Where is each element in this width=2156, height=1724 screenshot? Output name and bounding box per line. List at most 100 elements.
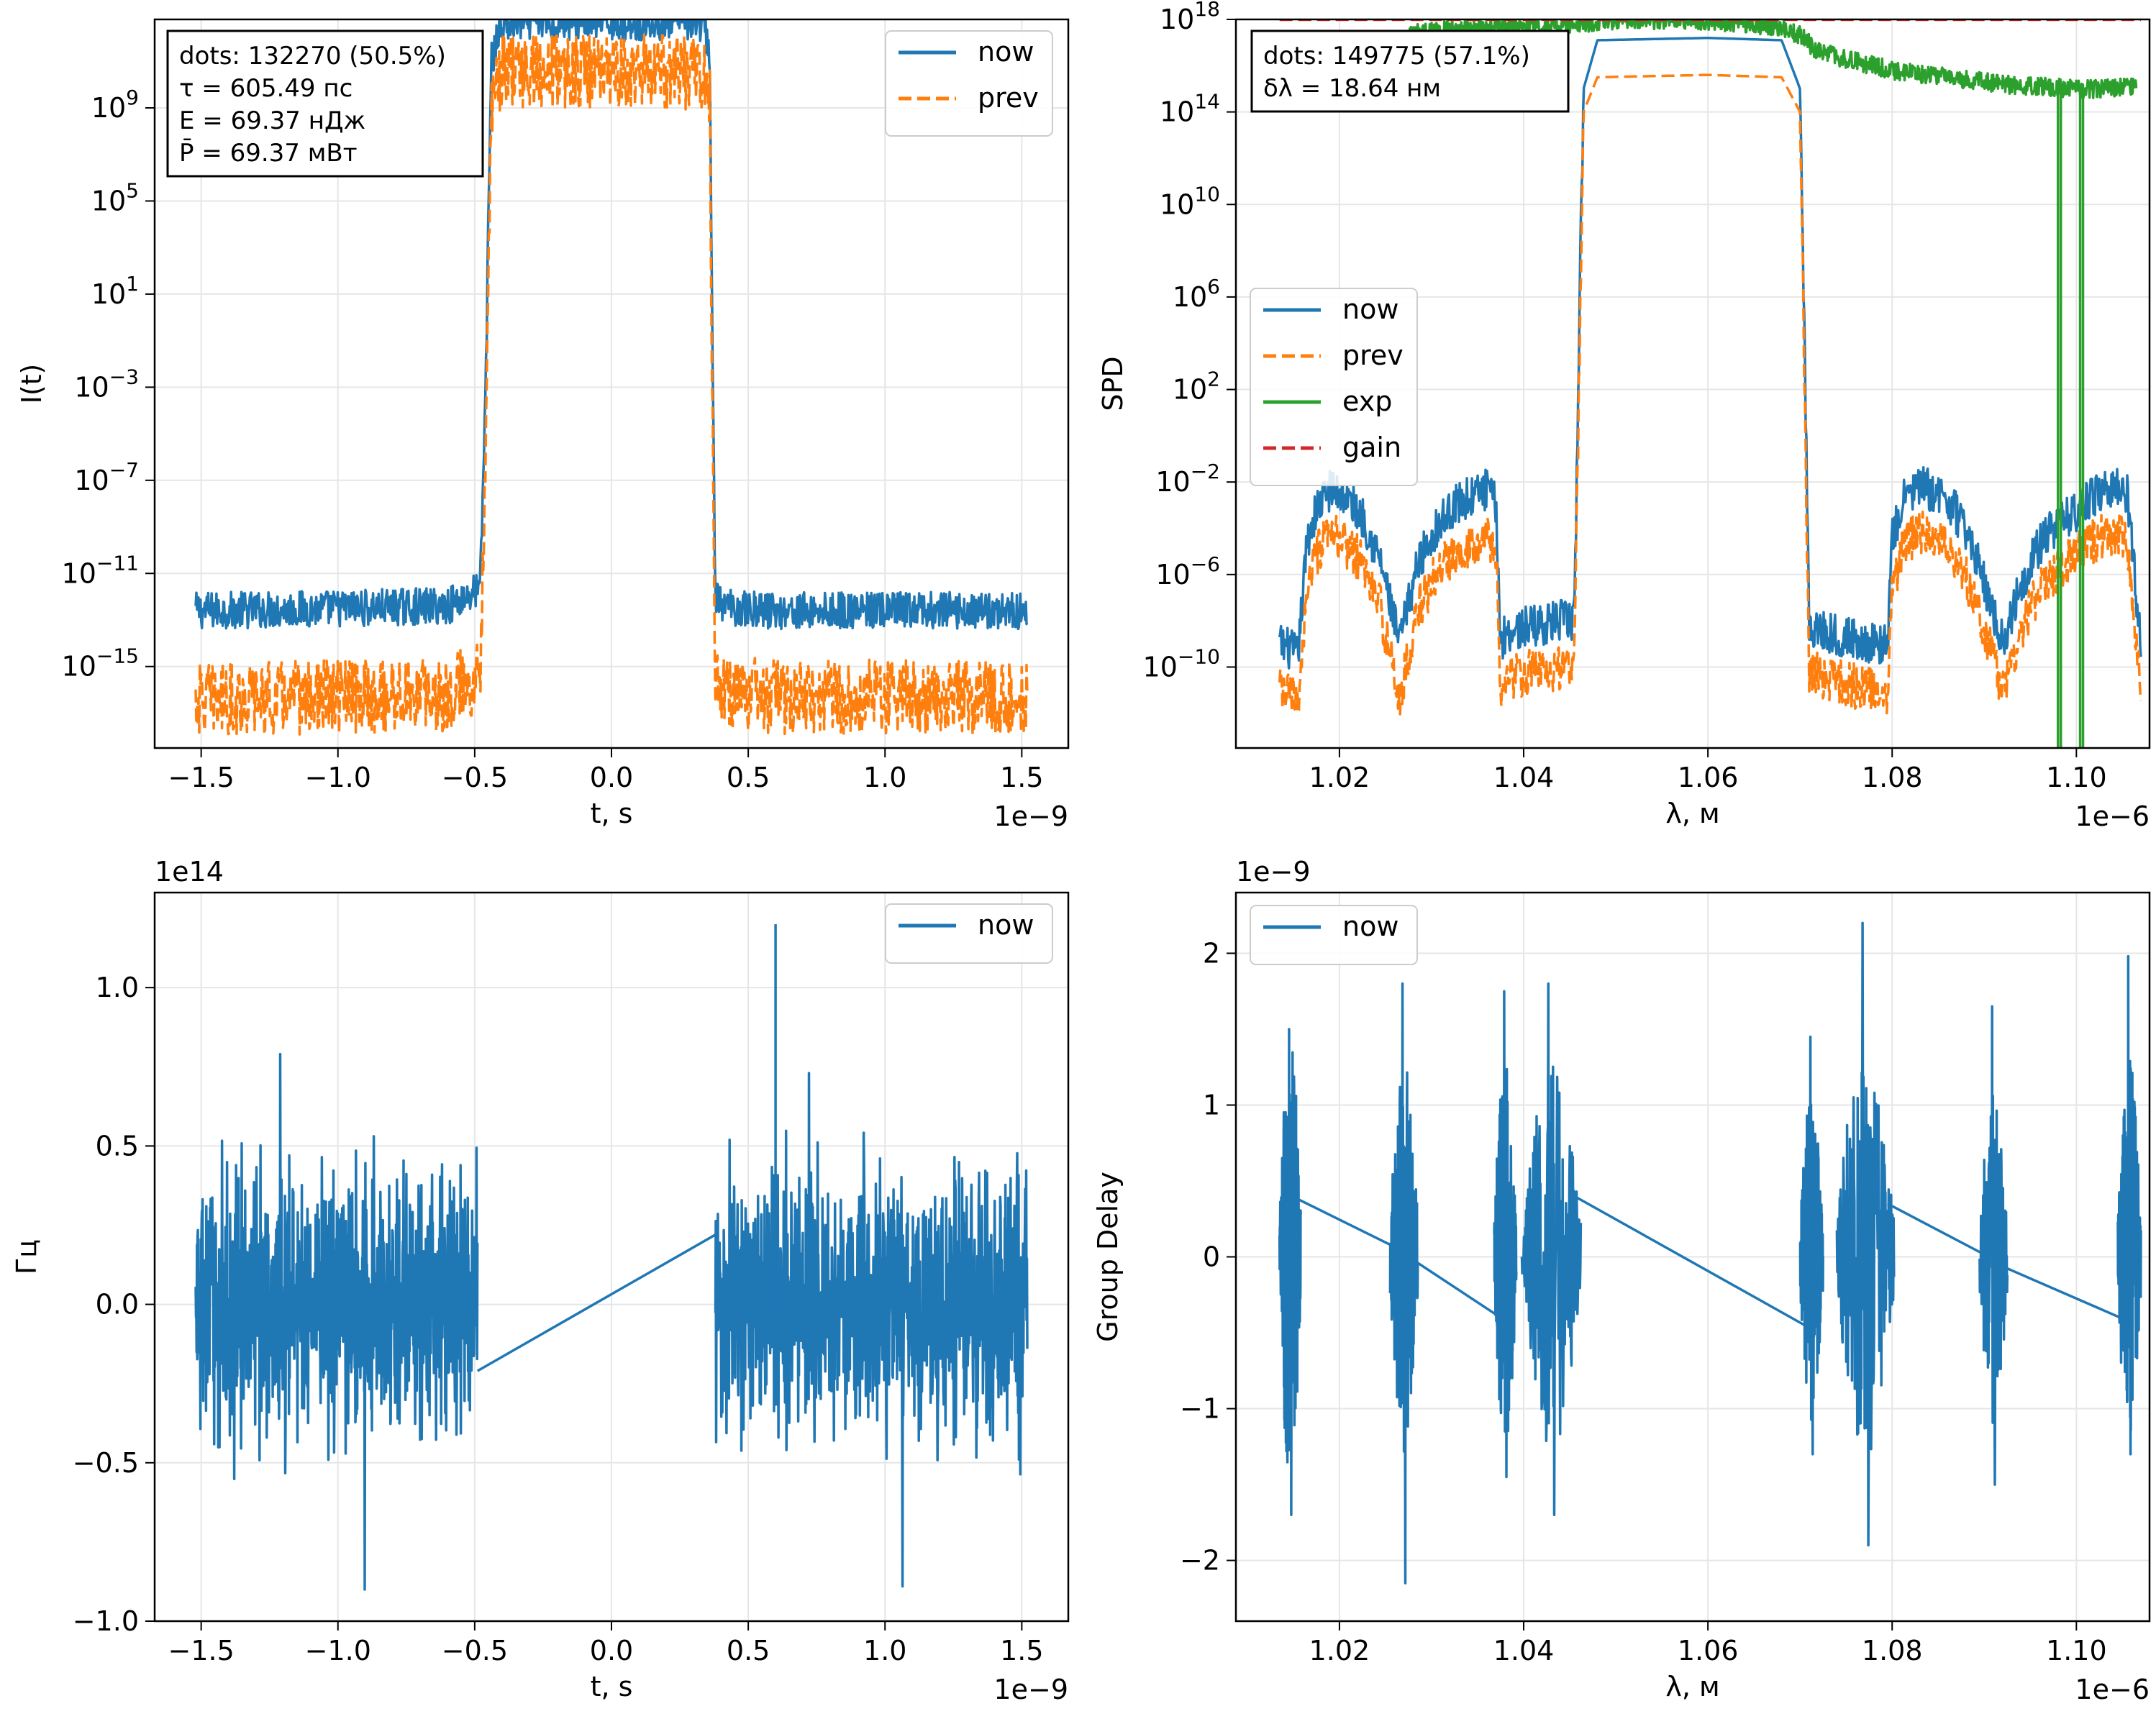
y-tick-label: 102 [1173, 368, 1220, 406]
x-tick-label: 0.0 [590, 1635, 633, 1666]
y-tick-exponent: 2 [1207, 368, 1220, 391]
y-tick-label: 10−2 [1155, 460, 1220, 498]
y-tick-label: 10−6 [1155, 552, 1220, 590]
y-axis-label: Гц [11, 1239, 42, 1274]
legend-box [885, 903, 1053, 964]
y-tick-label: 109 [91, 86, 139, 124]
y-tick-label: 1 [1203, 1089, 1220, 1121]
x-tick-label: 1.08 [1862, 762, 1923, 793]
x-tick-label: −1.0 [305, 1635, 371, 1666]
x-tick-label: 1.04 [1493, 1635, 1555, 1666]
x-axis-label: λ, м [1665, 1671, 1719, 1702]
chart-intensity: −1.5 −1.0 −0.5 0.0 0.5 1.0 1.5 109 105 101 10−3 10−… [16, 18, 1070, 832]
y-tick-exponent: 10 [1194, 182, 1220, 206]
series-now-line [194, 19, 1029, 631]
x-axis-label: t, s [591, 798, 633, 829]
x-offset-label: 1e−6 [2075, 1674, 2150, 1705]
series-now-line [1297, 1198, 1400, 1251]
series-now-line [1493, 990, 1518, 1479]
info-box-line: δλ = 18.64 нм [1263, 74, 1441, 103]
y-tick-label: 1.0 [96, 972, 139, 1003]
legend-label-exp: exp [1342, 386, 1392, 417]
y-tick-label: 1014 [1160, 90, 1220, 128]
y-tick-label: −1.0 [73, 1605, 139, 1637]
x-tick-label: −1.5 [168, 762, 235, 793]
y-tick-exponent: 6 [1207, 275, 1220, 298]
y-tick-exponent: 18 [1194, 0, 1220, 21]
info-box-line: P̄ = 69.37 мВт [179, 138, 358, 168]
y-offset-label: 1e−9 [1236, 856, 1311, 888]
series-now-line [2116, 954, 2142, 1456]
y-tick-exponent: −11 [96, 551, 139, 575]
series-now-line [1798, 1035, 1824, 1456]
legend-label-now: now [978, 909, 1034, 941]
legend-label-now: now [1342, 911, 1398, 942]
axes-frame [1234, 18, 2151, 749]
series-now-line [1573, 1195, 1806, 1327]
x-tick-label: 0.5 [727, 762, 770, 793]
grid [1236, 893, 2150, 1621]
legend-box [1250, 905, 1418, 965]
x-tick-label: 1.5 [1000, 1635, 1043, 1666]
legend-label-prev: prev [1342, 339, 1404, 371]
legend-box [1250, 288, 1418, 486]
y-tick-exponent: 5 [126, 178, 139, 202]
x-tick-label: −1.0 [305, 762, 371, 793]
info-box [1250, 29, 1570, 113]
y-tick-label: 10−11 [62, 551, 139, 589]
y-tick-exponent: 14 [1194, 90, 1220, 114]
plot-area [194, 19, 1029, 736]
y-tick-label: 10−10 [1143, 644, 1220, 683]
x-tick-label: 1.06 [1678, 1635, 1739, 1666]
chart-spectrum: 1.02 1.04 1.06 1.08 1.1010181014101010610210… [1097, 0, 2151, 832]
y-tick-label: 1010 [1160, 182, 1220, 220]
series-now-line [194, 1052, 479, 1591]
x-tick-label: −0.5 [442, 1635, 508, 1666]
x-tick-label: 1.0 [863, 1635, 906, 1666]
y-tick-exponent: −3 [109, 365, 139, 388]
info-box-line: E = 69.37 нДж [179, 106, 365, 135]
x-tick-label: 1.02 [1309, 762, 1370, 793]
x-offset-label: 1e−6 [2075, 801, 2150, 832]
plot-area [1278, 921, 2142, 1584]
y-offset-label: 1e14 [155, 856, 224, 888]
chart-group_delay: 1.02 1.04 1.06 1.08 1.10 −2 −1 0 1 2 λ, м Group Del… [1092, 856, 2151, 1705]
y-tick-label: −0.5 [73, 1447, 139, 1479]
legend-label-gain: gain [1342, 432, 1401, 463]
y-tick-exponent: 1 [126, 272, 139, 296]
series-now-line [1978, 1005, 2009, 1486]
x-offset-label: 1e−9 [993, 801, 1068, 832]
x-tick-label: 1.10 [2046, 762, 2107, 793]
series-now-line [1388, 982, 1419, 1584]
x-tick-label: 0.5 [727, 1635, 770, 1666]
plot-area [1278, 19, 2142, 748]
y-tick-label: 1018 [1160, 0, 1220, 35]
y-tick-label: 105 [91, 178, 139, 216]
legend-label-prev: prev [978, 82, 1039, 114]
x-tick-label: 1.5 [1000, 762, 1043, 793]
axes-frame [153, 18, 1070, 749]
x-tick-label: 1.02 [1309, 1635, 1370, 1666]
info-box-line: dots: 149775 (57.1%) [1263, 42, 1530, 70]
grid [155, 19, 1068, 748]
y-tick-label: 0.0 [96, 1289, 139, 1321]
legend-box [885, 30, 1053, 137]
info-box-line: τ = 605.49 пс [179, 74, 352, 103]
x-tick-label: 1.04 [1493, 762, 1555, 793]
y-tick-label: 10−7 [74, 458, 139, 496]
y-tick-label: 106 [1173, 275, 1220, 313]
series-now-line [1835, 921, 1896, 1547]
x-tick-label: 1.10 [2046, 1635, 2107, 1666]
series-now-line [1408, 1256, 1501, 1319]
y-tick-label: 10−15 [62, 644, 139, 683]
series-now-line [1997, 1263, 2128, 1322]
chart-inst_freq: −1.5 −1.0 −0.5 0.0 0.5 1.0 1.5 −1.0 −0.5 0.0 0.5 1.… [11, 856, 1070, 1705]
series-prev-line [1278, 73, 2142, 716]
x-tick-label: −1.5 [168, 1635, 235, 1666]
x-tick-label: 0.0 [590, 762, 633, 793]
series-now-line [1520, 982, 1583, 1517]
series-now-line [476, 1233, 717, 1372]
axes-frame [153, 891, 1070, 1623]
y-tick-label: 10−3 [74, 365, 139, 403]
